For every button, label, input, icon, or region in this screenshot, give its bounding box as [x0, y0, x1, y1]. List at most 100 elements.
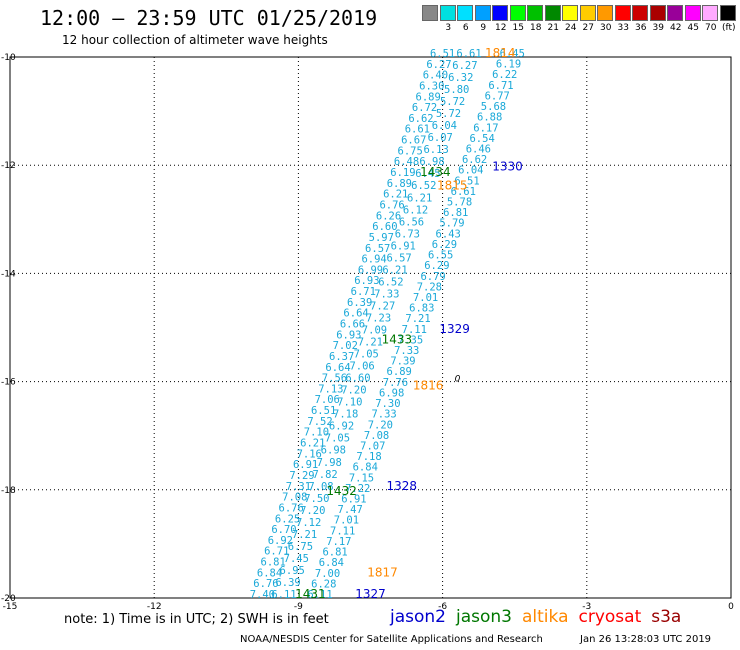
swh-value: 6.61 [405, 124, 430, 136]
y-tick-label: -14 [1, 269, 16, 279]
satellite-altika: altika [522, 607, 569, 627]
x-tick-label: -3 [582, 602, 591, 612]
swh-value: 7.27 [370, 300, 395, 312]
zero-marker: 0 [455, 375, 461, 385]
orbit-label-jason2: 1328 [386, 479, 417, 493]
x-tick-label: -12 [147, 602, 162, 612]
swh-value: 6.04 [432, 120, 457, 132]
swh-value: 7.33 [374, 288, 399, 300]
orbit-label-jason3: 1431 [295, 587, 326, 601]
legend-swatch [579, 5, 596, 21]
orbit-label-jason2: 1330 [492, 160, 523, 174]
legend-swatch [702, 5, 718, 21]
swh-value: 5.97 [369, 232, 394, 244]
swh-value: 7.21 [358, 337, 383, 349]
legend-swatch [597, 5, 613, 21]
satellite-jason3: jason3 [456, 607, 512, 627]
x-tick-label: -9 [294, 602, 303, 612]
swh-value: 6.95 [280, 565, 305, 577]
legend-label: 70 [705, 23, 717, 33]
orbit-label-jason2: 1327 [355, 587, 386, 601]
swh-value: 6.12 [403, 204, 428, 216]
swh-value: 7.16 [297, 448, 322, 460]
legend-swatch [509, 5, 526, 21]
swh-value: 6.52 [378, 276, 403, 288]
swh-value: 6.46 [466, 143, 491, 155]
swh-value: 6.88 [477, 112, 502, 124]
swh-value: 7.05 [325, 433, 350, 445]
legend-swatch [684, 5, 701, 21]
swh-value: 7.00 [315, 568, 340, 580]
swh-value: 7.76 [383, 377, 408, 389]
swh-value: 7.12 [296, 517, 321, 529]
orbit-label-jason2: 1329 [439, 322, 470, 336]
swh-value: 7.45 [284, 553, 309, 565]
swh-value: 7.35 [398, 334, 423, 346]
legend-swatch [562, 5, 578, 21]
swh-value: 7.33 [394, 345, 419, 357]
swh-value: 6.04 [458, 165, 483, 177]
swh-value: 6.21 [382, 264, 407, 276]
swh-value: 7.18 [356, 451, 381, 463]
swh-value: 5.78 [447, 197, 472, 209]
swh-value: 7.08 [282, 492, 307, 504]
swh-value: 6.57 [386, 252, 411, 264]
swh-value: 6.62 [408, 113, 433, 125]
swh-value: 6.62 [462, 154, 487, 166]
swh-value: 6.66 [340, 319, 365, 331]
swh-value: 6.76 [253, 578, 278, 590]
swh-value: 6.76 [379, 199, 404, 211]
swh-value: 6.25 [275, 513, 300, 525]
swh-value: 7.10 [304, 427, 329, 439]
swh-value: 6.84 [353, 462, 378, 474]
swh-value: 7.17 [326, 536, 351, 548]
y-tick-label: -20 [1, 594, 16, 604]
swh-value: 6.51 [311, 405, 336, 417]
swh-value: 7.21 [405, 313, 430, 325]
swh-value: 7.01 [413, 292, 438, 304]
swh-value: 7.33 [371, 409, 396, 421]
swh-value: 7.13 [318, 383, 343, 395]
x-tick-label: 0 [728, 602, 734, 612]
swh-value: 6.98 [419, 156, 444, 168]
swh-value: 6.60 [345, 373, 370, 385]
timestamp: Jan 26 13:28:03 UTC 2019 [580, 634, 712, 645]
y-tick-label: -16 [1, 378, 16, 388]
swh-value: 6.39 [347, 297, 372, 309]
swh-value: 7.50 [304, 493, 329, 505]
swh-value: 6.81 [322, 547, 347, 559]
orbit-label-altika: 1816 [413, 379, 444, 393]
swh-value: 5.79 [439, 218, 464, 230]
swh-value: 6.89 [387, 366, 412, 378]
swh-value: 6.84 [257, 567, 282, 579]
swh-value: 6.71 [351, 286, 376, 298]
swh-value: 7.31 [286, 481, 311, 493]
swh-value: 7.08 [364, 430, 389, 442]
orbit-label-altika: 1814 [485, 46, 516, 60]
satellite-s3a: s3a [651, 607, 682, 627]
swh-value: 7.20 [341, 385, 366, 397]
swh-value: 6.61 [451, 186, 476, 198]
swh-value: 6.27 [452, 60, 477, 72]
swh-value: 7.82 [312, 469, 337, 481]
swh-value: 7.52 [307, 416, 332, 428]
swh-value: 7.11 [402, 324, 427, 336]
legend-swatch [474, 5, 491, 21]
swh-value: 6.60 [372, 221, 397, 233]
swh-value: 6.22 [492, 69, 517, 81]
orbit-label-jason3: 1432 [326, 484, 357, 498]
legend-label: 30 [600, 23, 612, 33]
swh-value: 6.32 [448, 72, 473, 84]
swh-value: 6.81 [261, 557, 286, 569]
swh-value: 6.83 [409, 303, 434, 315]
swh-value: 6.70 [271, 524, 296, 536]
legend-label: 21 [547, 23, 559, 33]
swh-value: 6.89 [387, 178, 412, 190]
swh-value: 6.75 [288, 541, 313, 553]
legend-swatch [422, 5, 438, 21]
satellite-jason2: jason2 [390, 607, 446, 627]
swh-value: 6.21 [383, 189, 408, 201]
swh-value: 6.21 [407, 192, 432, 204]
swh-value: 6.17 [473, 122, 498, 134]
